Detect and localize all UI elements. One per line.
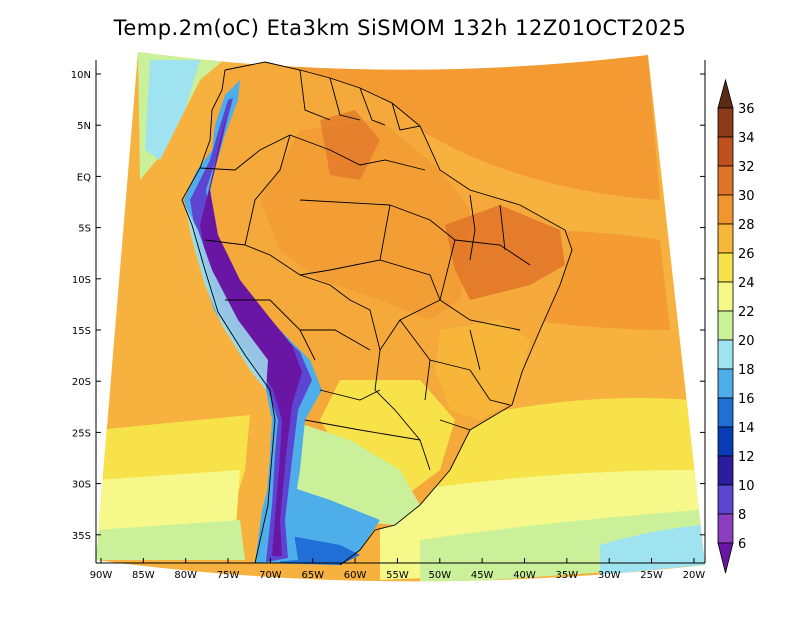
lon-label: 30W bbox=[598, 570, 621, 581]
colorbar-label: 30 bbox=[738, 189, 755, 204]
lat-label: 20S bbox=[72, 377, 91, 388]
colorbar-segment bbox=[717, 136, 734, 167]
colorbar: 36 34 32 30 28 26 24 22 20 18 16 14 12 10 8 6 bbox=[717, 78, 755, 574]
colorbar-label: 34 bbox=[738, 131, 755, 146]
coastline bbox=[181, 61, 573, 566]
lon-label: 50W bbox=[428, 570, 451, 581]
peru-coast-mild bbox=[185, 205, 268, 390]
colorbar-label: 26 bbox=[738, 247, 755, 262]
map-frame bbox=[95, 60, 706, 564]
andes-coldest bbox=[200, 112, 302, 556]
colorbar-segment bbox=[717, 513, 734, 544]
political-borders bbox=[181, 61, 573, 566]
border-brazil bbox=[244, 134, 431, 471]
lat-label: 10N bbox=[71, 70, 91, 81]
colorbar-label: 18 bbox=[738, 363, 755, 378]
amazon-warm-area bbox=[260, 120, 470, 320]
lon-label: 55W bbox=[386, 570, 409, 581]
lat-label: EQ bbox=[77, 172, 91, 183]
colorbar-segment bbox=[717, 223, 734, 254]
colorbar-top-arrow bbox=[717, 78, 734, 109]
colorbar-segment bbox=[717, 368, 734, 399]
lon-label: 25W bbox=[640, 570, 663, 581]
colorbar-label: 36 bbox=[738, 102, 755, 117]
colorbar-label: 32 bbox=[738, 160, 755, 175]
ocean-cool-pacific-strip bbox=[145, 60, 200, 160]
colorbar-segment bbox=[717, 426, 734, 457]
colorbar-label: 22 bbox=[738, 305, 755, 320]
colorbar-segment bbox=[717, 165, 734, 196]
lon-label: 40W bbox=[513, 570, 536, 581]
lon-label: 70W bbox=[259, 570, 282, 581]
lat-label: 15S bbox=[72, 326, 91, 337]
colorbar-segment bbox=[717, 107, 734, 138]
patagonia-coldest-area bbox=[280, 535, 360, 565]
colorbar-segment bbox=[717, 339, 734, 370]
lat-label: 25S bbox=[72, 428, 91, 439]
colorbar-bottom-arrow bbox=[717, 542, 734, 574]
colorbar-label: 10 bbox=[738, 479, 755, 494]
colorbar-segment bbox=[717, 455, 734, 486]
border-andean-nations bbox=[199, 134, 421, 441]
lat-label: 30S bbox=[72, 480, 91, 491]
lon-label: 65W bbox=[301, 570, 324, 581]
lon-label: 85W bbox=[132, 570, 155, 581]
southeast-cool-area bbox=[435, 320, 530, 420]
lat-label: 5S bbox=[78, 224, 91, 235]
longitude-axis: 90W 85W 80W 75W 70W 65W 60W 55W 50W 45W 40W 35W 30W 2… bbox=[90, 558, 706, 581]
colorbar-segment bbox=[717, 397, 734, 428]
colorbar-label: 6 bbox=[738, 537, 746, 552]
lon-label: 75W bbox=[217, 570, 240, 581]
colorbar-label: 24 bbox=[738, 276, 755, 291]
colorbar-label: 12 bbox=[738, 450, 755, 465]
colorbar-segment bbox=[717, 252, 734, 283]
south-america-land bbox=[182, 62, 572, 565]
colorbar-segment bbox=[717, 484, 734, 515]
colorbar-label: 20 bbox=[738, 334, 755, 349]
ocean-south-pacific-20 bbox=[96, 520, 245, 560]
colorbar-label: 16 bbox=[738, 392, 755, 407]
border-guianas bbox=[299, 69, 421, 131]
guiana-hot-area bbox=[320, 110, 380, 180]
colorbar-label: 28 bbox=[738, 218, 755, 233]
lat-label: 35S bbox=[72, 531, 91, 542]
map-title: Temp.2m(oC) Eta3km SiSMOM 132h 12Z01OCT2… bbox=[113, 16, 687, 40]
colorbar-segment bbox=[717, 310, 734, 341]
lon-label: 60W bbox=[344, 570, 367, 581]
latitude-axis: 10N 5N EQ 5S 10S 15S 20S 25S 30S 35S bbox=[71, 70, 705, 542]
colorbar-segment bbox=[717, 281, 734, 312]
lon-label: 45W bbox=[471, 570, 494, 581]
lon-label: 20W bbox=[683, 570, 706, 581]
lon-label: 35W bbox=[556, 570, 579, 581]
lat-label: 5N bbox=[77, 121, 91, 132]
border-states bbox=[299, 194, 531, 431]
colorbar-label: 14 bbox=[738, 421, 755, 436]
colorbar-segment bbox=[717, 194, 734, 225]
lat-label: 10S bbox=[72, 275, 91, 286]
colorbar-label: 8 bbox=[738, 508, 746, 523]
lon-label: 80W bbox=[174, 570, 197, 581]
lon-label: 90W bbox=[90, 570, 113, 581]
